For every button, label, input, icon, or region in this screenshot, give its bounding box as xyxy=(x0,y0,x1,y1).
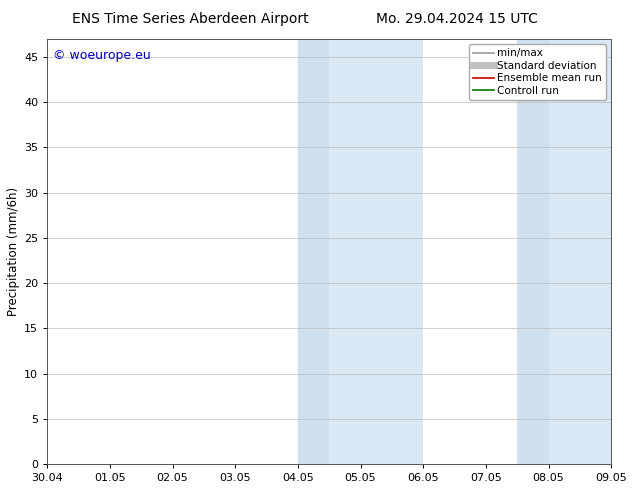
Bar xyxy=(298,39,329,464)
Bar xyxy=(548,39,611,464)
Text: © woeurope.eu: © woeurope.eu xyxy=(53,49,151,62)
Bar xyxy=(517,39,548,464)
Y-axis label: Precipitation (mm/6h): Precipitation (mm/6h) xyxy=(7,187,20,316)
Text: ENS Time Series Aberdeen Airport: ENS Time Series Aberdeen Airport xyxy=(72,12,309,26)
Bar xyxy=(329,39,424,464)
Text: Mo. 29.04.2024 15 UTC: Mo. 29.04.2024 15 UTC xyxy=(375,12,538,26)
Legend: min/max, Standard deviation, Ensemble mean run, Controll run: min/max, Standard deviation, Ensemble me… xyxy=(469,44,606,100)
